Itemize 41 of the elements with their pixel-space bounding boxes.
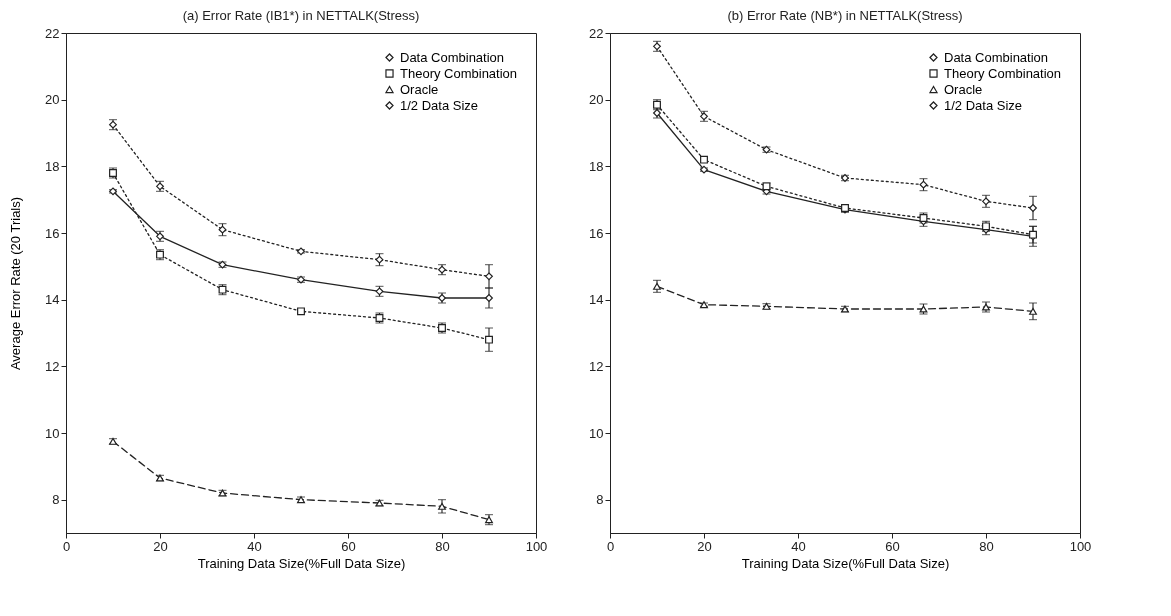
x-tick-label: 20 [697,538,712,554]
x-tick-label: 80 [435,538,450,554]
legend-label: 1/2 Data Size [944,97,1023,113]
y-axis-title: Average Error Rate (20 Trials) [8,196,24,371]
y-tick-label: 16 [589,225,604,241]
y-tick-label: 16 [45,225,60,241]
y-tick-label: 14 [45,292,60,308]
y-tick-label: 20 [45,92,60,108]
y-tick-label: 20 [589,92,604,108]
legend-label: Data Combination [944,49,1049,65]
x-tick-label: 0 [606,538,615,554]
y-tick-label: 8 [596,492,604,508]
y-tick-label: 12 [589,358,604,374]
legend-label: Theory Combination [400,65,518,81]
legend-label: 1/2 Data Size [400,97,479,113]
y-tick-label: 8 [52,492,60,508]
x-tick-label: 100 [1069,538,1092,554]
y-tick-label: 10 [589,425,604,441]
x-axis-title: Training Data Size(%Full Data Size) [741,555,950,571]
y-tick-label: 22 [45,25,60,41]
y-tick-label: 18 [45,158,60,174]
x-tick-label: 40 [247,538,262,554]
x-tick-label: 40 [791,538,806,554]
legend-label: Oracle [400,81,439,97]
chart-title: (a) Error Rate (IB1*) in NETTALK(Stress) [182,8,420,23]
legend-label: Oracle [944,81,983,97]
x-tick-label: 60 [341,538,356,554]
y-tick-label: 10 [45,425,60,441]
y-tick-label: 12 [45,358,60,374]
legend-label: Theory Combination [944,65,1062,81]
y-tick-label: 18 [589,158,604,174]
x-axis-title: Training Data Size(%Full Data Size) [197,555,406,571]
x-tick-label: 80 [979,538,994,554]
x-tick-label: 0 [62,538,71,554]
y-tick-label: 22 [589,25,604,41]
y-tick-label: 14 [589,292,604,308]
x-tick-label: 100 [525,538,548,554]
x-tick-label: 20 [153,538,168,554]
x-tick-label: 60 [885,538,900,554]
chart-title: (b) Error Rate (NB*) in NETTALK(Stress) [727,8,963,23]
legend-label: Data Combination [400,49,505,65]
